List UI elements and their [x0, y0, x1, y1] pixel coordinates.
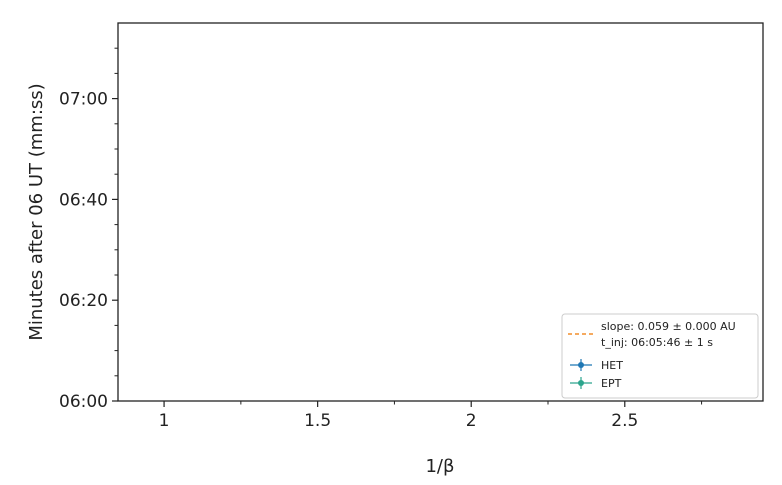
axis-ticks: 1 1.5 2 2.5 06:00 06:20 06:40 07:00 [59, 47, 703, 431]
legend-fit-slope: slope: 0.059 ± 0.000 AU [601, 320, 736, 333]
x-tick-label: 2 [466, 411, 477, 431]
y-tick-label: 06:20 [59, 291, 108, 311]
legend-ept-label: EPT [601, 377, 622, 390]
y-tick-label: 06:00 [59, 392, 108, 412]
y-axis-title: Minutes after 06 UT (mm:ss) [26, 83, 47, 340]
legend: slope: 0.059 ± 0.000 AU t_inj: 06:05:46 … [561, 313, 759, 399]
x-tick-label: 1 [159, 411, 170, 431]
y-tick-label: 07:00 [59, 90, 108, 110]
y-tick-label: 06:40 [59, 190, 108, 210]
x-tick-label: 2.5 [611, 411, 638, 431]
legend-ept-marker [570, 377, 592, 389]
legend-het-marker [570, 359, 592, 371]
legend-fit-tinj: t_inj: 06:05:46 ± 1 s [601, 336, 713, 349]
legend-box [561, 313, 759, 399]
legend-het-label: HET [601, 359, 623, 372]
x-tick-label: 1.5 [304, 411, 331, 431]
x-axis-title: 1/β [425, 456, 454, 477]
